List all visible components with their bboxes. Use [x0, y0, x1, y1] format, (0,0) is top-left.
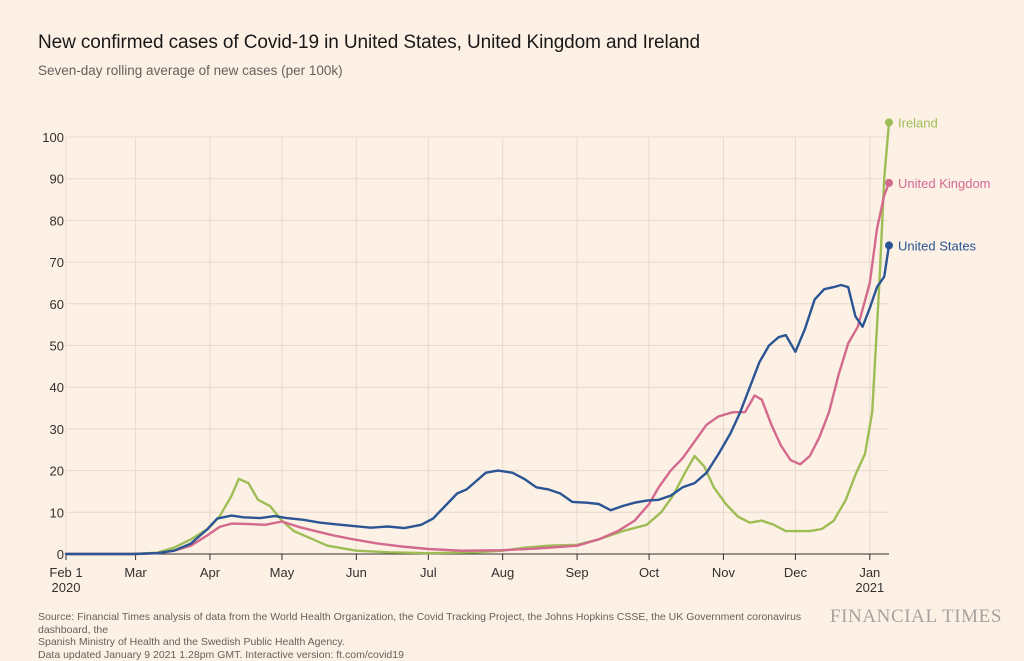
series-label-ireland: Ireland [898, 115, 938, 130]
x-tick-label: Jun [346, 565, 367, 580]
ft-logo: FINANCIAL TIMES [829, 606, 1002, 627]
chart-subtitle: Seven-day rolling average of new cases (… [38, 63, 343, 78]
source-line-2: Spanish Ministry of Health and the Swedi… [38, 636, 345, 649]
series-end-marker-ireland [885, 118, 893, 127]
x-tick-label: Feb 1 [49, 565, 82, 580]
y-tick-label: 30 [50, 422, 64, 437]
y-tick-label: 50 [50, 339, 64, 354]
x-tick-label: Nov [712, 565, 736, 580]
series-label-united-kingdom: United Kingdom [898, 176, 991, 191]
series-label-layer: Ireland United Kingdom United States [885, 115, 991, 253]
y-tick-label: 40 [50, 380, 64, 395]
source-line-3: Data updated January 9 2021 1.28pm GMT. … [38, 648, 404, 661]
y-tick-label: 90 [50, 172, 64, 187]
grid-layer [65, 136, 889, 554]
series-line-united-states [64, 244, 891, 556]
x-tick-year-label: 2021 [855, 580, 884, 595]
y-tick-label: 70 [50, 255, 64, 270]
y-tick-label: 20 [50, 464, 64, 479]
x-tick-label: Dec [784, 565, 808, 580]
series-layer [64, 121, 891, 556]
y-tick-label: 0 [57, 547, 64, 562]
series-end-marker-united-kingdom [885, 178, 893, 187]
y-tick-label: 100 [42, 130, 64, 145]
y-tick-label: 80 [50, 213, 64, 228]
chart-title: New confirmed cases of Covid-19 in Unite… [38, 32, 700, 53]
series-line-united-kingdom [64, 181, 891, 556]
source-line-1: Source: Financial Times analysis of data… [38, 611, 802, 636]
series-end-marker-united-states [885, 241, 893, 250]
x-tick-label: Sep [566, 565, 589, 580]
x-tick-label: Apr [200, 565, 221, 580]
series-line-ireland [64, 121, 891, 556]
y-tick-label: 60 [50, 297, 64, 312]
x-tick-label: Jan [859, 565, 880, 580]
source-note: Source: Financial Times analysis of data… [38, 611, 838, 661]
series-label-united-states: United States [898, 238, 977, 253]
x-tick-label: May [270, 565, 295, 580]
y-tick-label: 10 [50, 505, 64, 520]
x-tick-label: Oct [639, 565, 660, 580]
x-tick-label: Mar [124, 565, 147, 580]
x-tick-label: Aug [491, 565, 514, 580]
x-tick-year-label: 2020 [52, 580, 81, 595]
x-tick-label: Jul [420, 565, 437, 580]
